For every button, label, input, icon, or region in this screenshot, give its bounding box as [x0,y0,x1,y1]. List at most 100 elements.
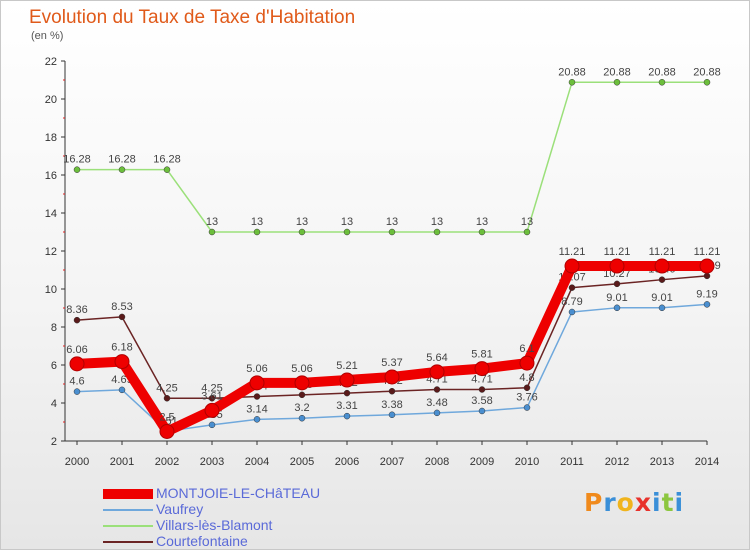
data-label-0: 16.28 [153,154,181,166]
legend-label-montjoie: MONTJOIE-LE-CHâTEAU [156,485,321,501]
series-point-2 [388,411,396,419]
data-label-2: 4.6 [69,376,84,388]
x-tick-label: 2009 [470,456,494,468]
chart-subtitle: (en %) [31,30,64,42]
data-label-1: 8.53 [111,301,132,313]
series-point-3 [654,258,670,274]
data-label-2: 9.19 [696,288,717,300]
data-label-3: 11.21 [649,246,676,258]
legend-swatch-vaufrey [103,509,153,511]
series-point-2 [343,412,351,420]
legend-swatch-courtefontaine [103,541,153,543]
data-label-0: 13 [521,216,533,228]
series-point-2 [208,421,216,429]
series-point-1 [298,391,306,399]
logo-letter: i [652,488,662,517]
y-tick-label: 4 [51,398,57,410]
x-tick-label: 2003 [200,456,224,468]
data-label-0: 13 [431,216,443,228]
series-point-1 [163,395,171,402]
data-label-2: 9.01 [651,292,672,304]
series-point-1 [343,389,351,397]
y-tick-label: 8 [51,322,57,334]
data-label-0: 16.28 [108,154,136,166]
data-label-3: 5.06 [291,363,312,375]
y-tick-label: 2 [51,436,57,448]
series-point-1 [73,316,81,324]
logo-letter: t [661,488,675,517]
series-point-3 [474,361,490,377]
series-point-1 [523,384,531,392]
series-point-0 [118,166,126,173]
series-point-2 [613,304,621,312]
data-label-0: 20.88 [693,66,721,78]
series-point-2 [298,414,306,422]
series-point-3 [69,356,85,372]
data-label-3: 5.37 [381,357,402,369]
legend-swatch-villars [103,525,153,527]
series-point-0 [568,79,576,86]
series-point-1 [613,280,621,288]
x-tick-label: 2011 [560,456,584,468]
data-label-3: 11.21 [694,246,721,258]
series-point-3 [519,355,535,371]
data-label-3: 6.06 [66,344,87,356]
x-tick-label: 2006 [335,456,359,468]
x-tick-label: 2005 [290,456,314,468]
series-point-3 [384,369,400,385]
proxiti-logo: Proxiti [584,488,684,517]
series-point-0 [478,228,486,236]
series-point-3 [204,402,220,418]
series-point-0 [613,79,621,86]
data-label-3: 5.81 [471,349,492,361]
series-point-1 [118,313,126,321]
data-label-2: 9.01 [606,292,627,304]
legend-label-courtefontaine: Courtefontaine [156,533,248,549]
series-point-0 [703,79,711,86]
x-tick-label: 2000 [65,456,89,468]
series-point-2 [433,409,441,417]
series-point-0 [208,228,216,236]
series-point-3 [609,258,625,274]
data-label-1: 8.36 [66,304,87,316]
series-point-1 [208,395,216,402]
x-tick-label: 2013 [650,456,674,468]
x-tick-label: 2008 [425,456,449,468]
series-point-3 [339,372,355,388]
data-label-1: 4.25 [201,382,222,394]
series-point-0 [433,228,441,236]
y-tick-label: 14 [45,208,57,220]
data-label-3: 2.5 [159,412,174,424]
series-point-3 [114,354,130,370]
data-label-0: 13 [251,216,263,228]
y-tick-label: 18 [45,132,57,144]
data-label-0: 13 [386,216,398,228]
series-point-3 [429,364,445,380]
series-point-0 [253,228,261,236]
series-point-1 [433,386,441,393]
data-label-2: 3.14 [246,403,267,415]
logo-letter: P [584,488,604,517]
series-point-2 [118,386,126,394]
data-label-2: 3.2 [294,402,309,414]
y-tick-label: 16 [45,170,57,182]
data-label-3: 3.61 [201,390,222,402]
data-label-2: 3.38 [381,399,402,411]
series-point-2 [253,416,261,423]
y-tick-label: 12 [45,246,57,258]
data-label-2: 3.31 [336,400,357,412]
data-label-0: 20.88 [603,66,631,78]
data-label-0: 20.88 [648,66,676,78]
chart-title: Evolution du Taux de Taxe d'Habitation [29,7,356,28]
series-point-1 [658,276,666,283]
data-label-0: 13 [341,216,353,228]
y-tick-label: 20 [45,94,57,106]
series-point-2 [568,308,576,316]
series-point-0 [163,166,171,173]
x-tick-label: 2002 [155,456,179,468]
data-label-2: 3.58 [471,395,492,407]
x-tick-label: 2012 [605,456,629,468]
series-point-2 [73,388,81,395]
data-label-3: 5.64 [426,352,447,364]
data-label-3: 11.21 [604,246,631,258]
